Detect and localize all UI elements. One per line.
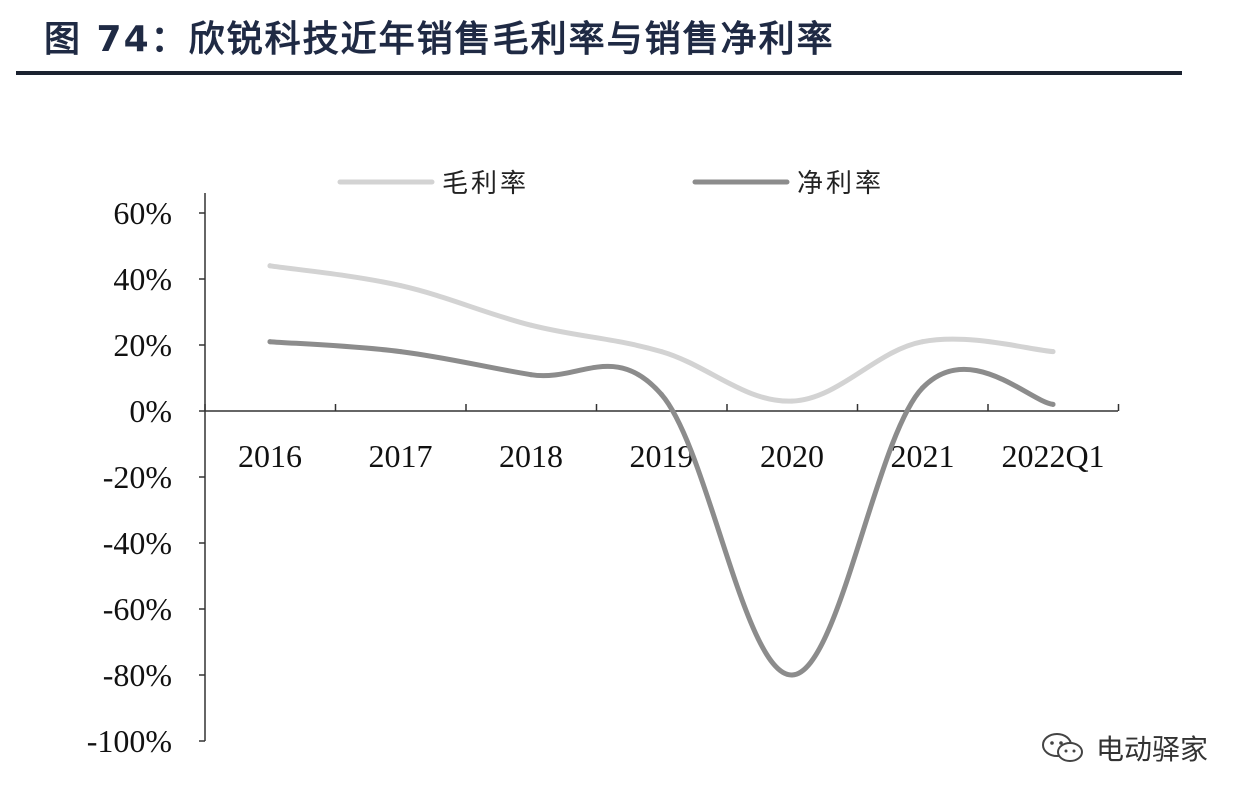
watermark-text: 电动驿家 xyxy=(1096,733,1209,766)
watermark: 电动驿家 xyxy=(1040,728,1208,768)
y-tick-label: -80% xyxy=(103,657,172,693)
legend-label: 净利率 xyxy=(797,169,884,199)
y-tick-label: 40% xyxy=(113,261,172,297)
data-point xyxy=(398,349,403,355)
data-point xyxy=(920,385,925,391)
data-point xyxy=(1050,401,1056,407)
data-point xyxy=(789,398,795,404)
y-tick-label: -100% xyxy=(87,723,172,759)
wechat-icon xyxy=(1042,733,1083,762)
data-point xyxy=(528,322,534,328)
net-margin-line xyxy=(267,339,1056,678)
gross-margin-line xyxy=(267,263,1056,404)
y-tick-label: 20% xyxy=(113,327,172,363)
x-tick-label: 2022Q1 xyxy=(1001,438,1104,474)
y-tick-label: -20% xyxy=(103,459,172,495)
x-tick-label: 2016 xyxy=(238,438,302,474)
legend: 毛利率 净利率 xyxy=(337,169,884,199)
y-tick-label: 60% xyxy=(113,195,172,231)
data-point xyxy=(1050,349,1056,355)
x-tick-label: 2019 xyxy=(630,438,694,474)
x-axis: 2016 2017 2018 2019 2020 2021 2022Q1 xyxy=(204,404,1120,474)
legend-label: 毛利率 xyxy=(442,169,529,199)
data-point xyxy=(528,372,534,378)
y-tick-label: -60% xyxy=(103,591,172,627)
data-point xyxy=(659,349,664,355)
x-tick-label: 2017 xyxy=(369,438,433,474)
data-point xyxy=(398,283,403,289)
y-axis: 60% 40% 20% 0% -20% -40% -60% -80% -100% xyxy=(87,193,206,759)
title-divider xyxy=(16,71,1182,75)
data-point xyxy=(789,672,795,678)
data-point xyxy=(267,263,273,269)
y-tick-label: 0% xyxy=(129,393,172,429)
series-layer xyxy=(267,263,1056,678)
y-tick-label: -40% xyxy=(103,525,172,561)
data-point xyxy=(267,339,273,345)
data-point xyxy=(659,392,664,397)
x-tick-label: 2018 xyxy=(499,438,563,474)
chart-title: 图 74：欣锐科技近年销售毛利率与销售净利率 xyxy=(44,19,835,60)
data-point xyxy=(920,339,925,345)
x-tick-label: 2020 xyxy=(760,438,824,474)
x-tick-label: 2021 xyxy=(891,438,955,474)
